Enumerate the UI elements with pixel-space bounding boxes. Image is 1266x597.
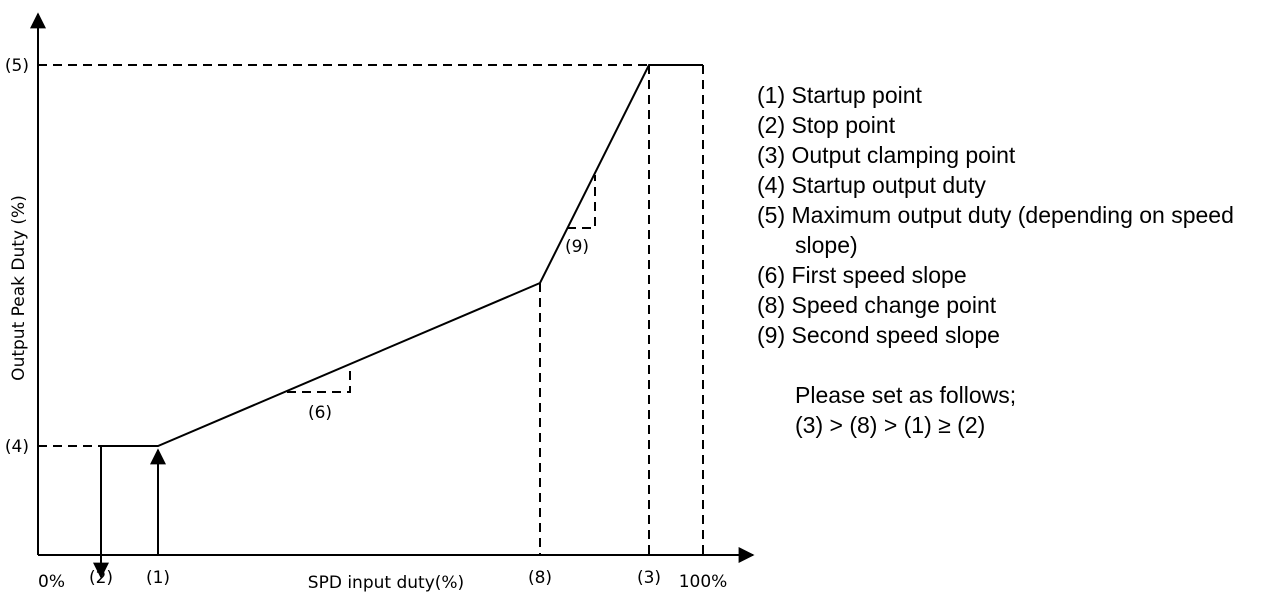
first-slope-label: (6) [308,403,332,423]
legend-item: (4) Startup output duty [757,172,986,198]
second-slope-triangle [567,175,596,229]
x-axis-title: SPD input duty(%) [308,573,464,593]
first-slope-triangle [287,365,351,393]
x-tick-start: 0% [38,572,65,592]
x-tick-stop-point: (2) [89,568,113,588]
x-tick-clamping: (3) [637,568,661,588]
y-tick-max-output: (5) [5,56,29,76]
legend-item: (1) Startup point [757,82,922,108]
legend-item: (9) Second speed slope [757,322,1000,348]
legend-item: (3) Output clamping point [757,142,1016,168]
x-tick-startup-point: (1) [146,568,170,588]
x-tick-speed-change: (8) [528,568,552,588]
legend-item: (6) First speed slope [757,262,967,288]
legend-item: (8) Speed change point [757,292,997,318]
settings-note-rule: (3) > (8) > (1) ≥ (2) [795,412,986,438]
legend-item: (5) Maximum output duty (depending on sp… [757,202,1234,258]
output-curve [101,64,703,447]
x-tick-end: 100% [679,572,728,592]
settings-note: Please set as follows; (3) > (8) > (1) ≥… [757,380,1257,440]
settings-note-intro: Please set as follows; [795,382,1017,408]
legend: (1) Startup point (2) Stop point (3) Out… [757,80,1257,440]
dashed-guides [38,64,704,555]
legend-item: (2) Stop point [757,112,896,138]
second-slope-label: (9) [565,237,589,257]
y-axis-title: Output Peak Duty (%) [9,195,29,381]
y-tick-startup-output: (4) [5,437,29,457]
